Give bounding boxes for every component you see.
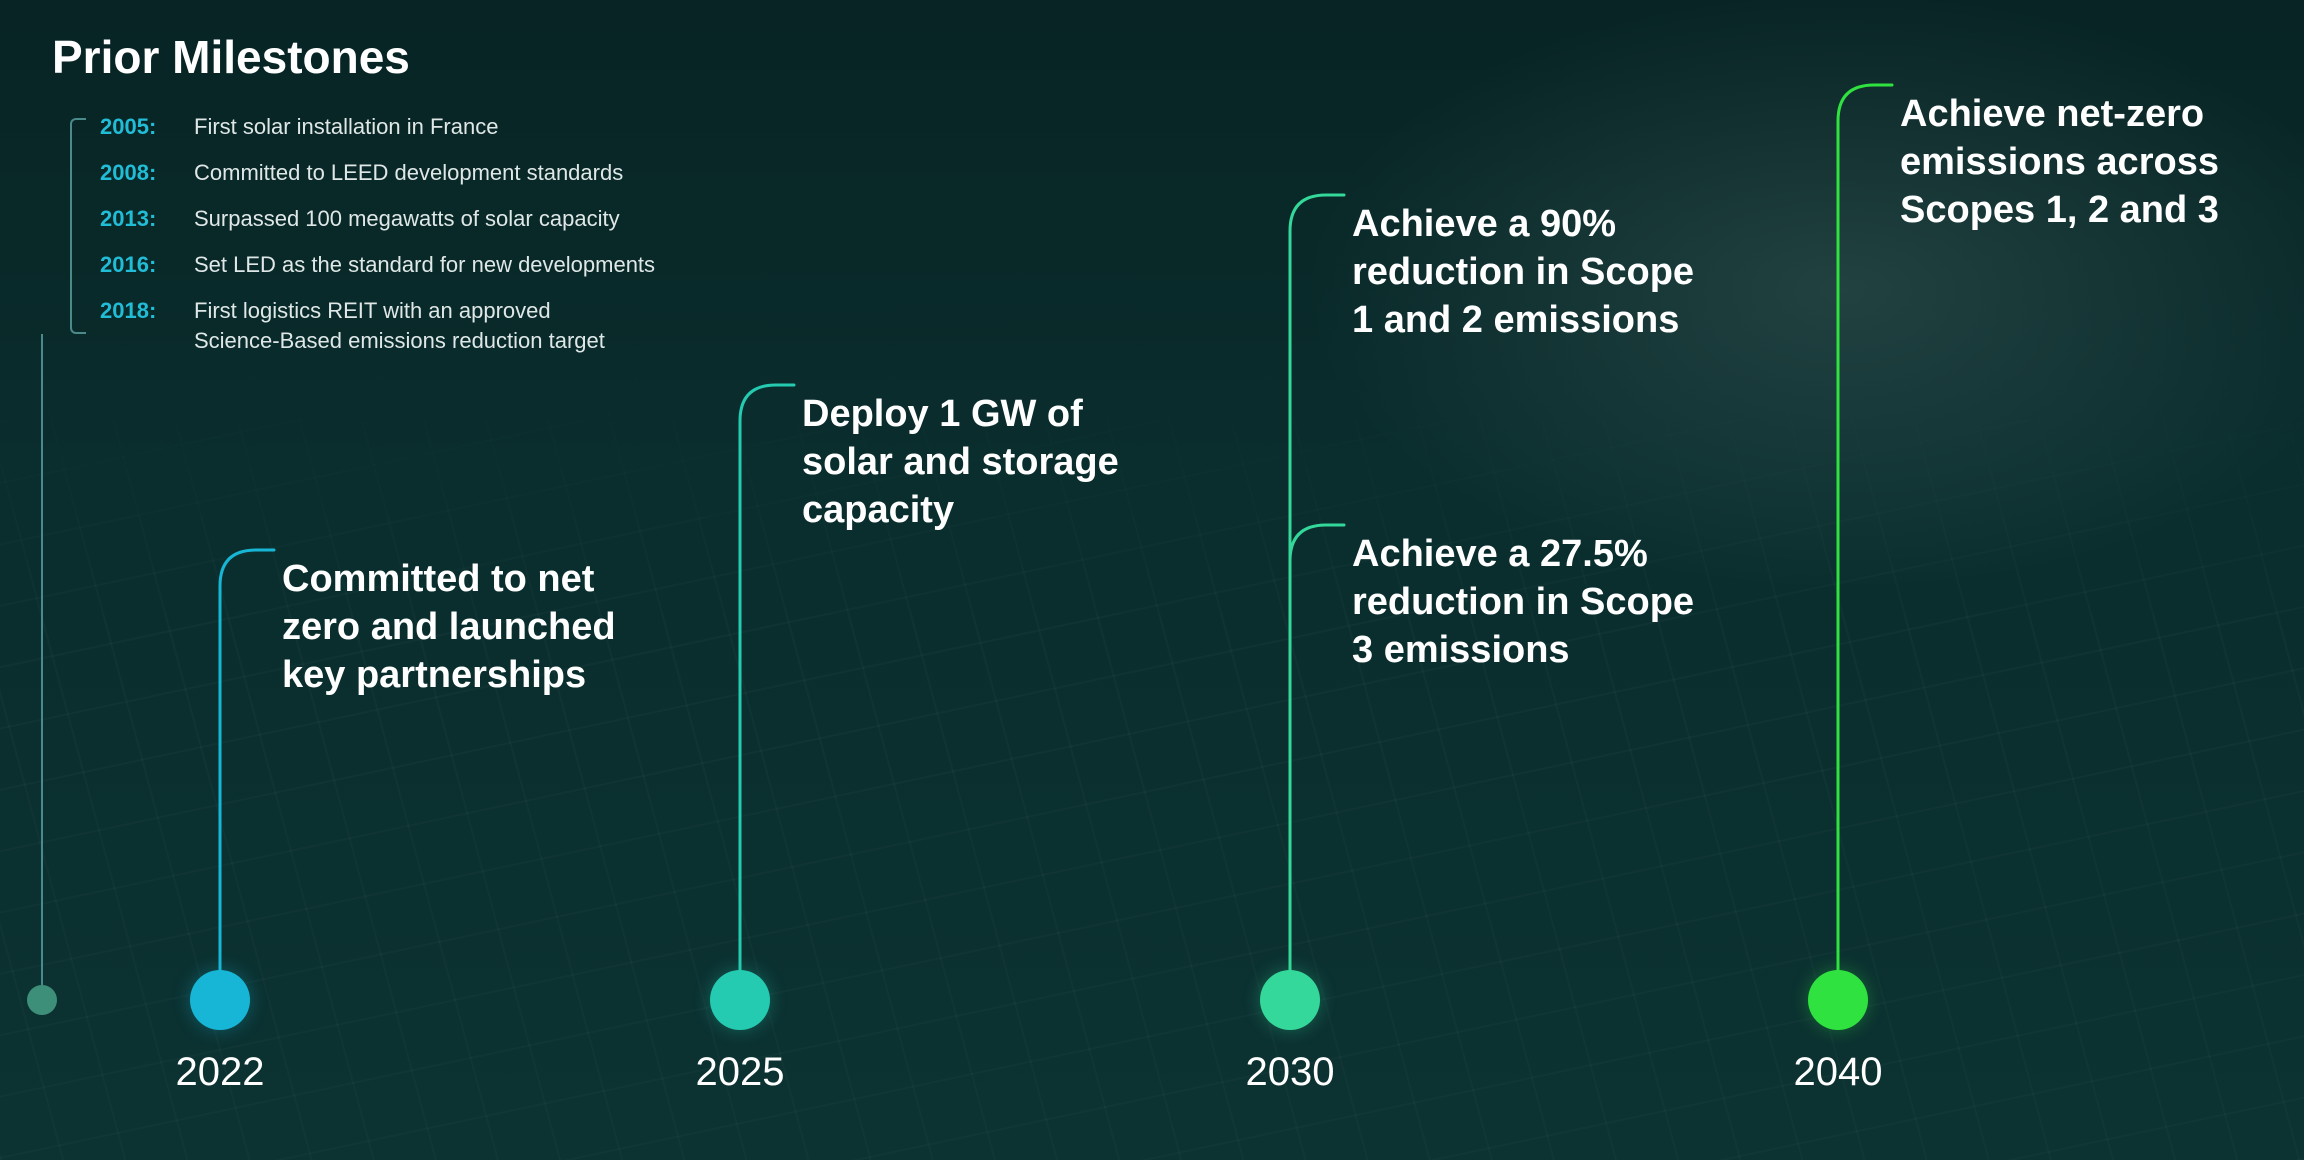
prior-milestone-row: 2016: Set LED as the standard for new dev… [100, 250, 655, 294]
prior-milestone-year: 2016: [100, 252, 180, 278]
prior-milestone-row: 2013: Surpassed 100 megawatts of solar ca… [100, 204, 655, 248]
timeline-dot [190, 970, 250, 1030]
prior-milestone-year: 2013: [100, 206, 180, 232]
prior-milestone-row: 2018: First logistics REIT with an approv… [100, 296, 655, 355]
prior-milestone-row: 2005: First solar installation in France [100, 112, 655, 156]
m-2025: Deploy 1 GW of solar and storage capacit… [802, 390, 1222, 534]
prior-milestones-list: 2005:First solar installation in France2… [100, 112, 655, 357]
timeline-dot [710, 970, 770, 1030]
timeline-year-label: 2022 [176, 1050, 265, 1095]
timeline-dot [1808, 970, 1868, 1030]
prior-milestone-year: 2005: [100, 114, 180, 140]
m-2030a: Achieve a 90% reduction in Scope 1 and 2… [1352, 200, 1792, 344]
prior-milestone-text: Surpassed 100 megawatts of solar capacit… [194, 204, 620, 234]
timeline-dot [1260, 970, 1320, 1030]
m-2040: Achieve net-zero emissions across Scopes… [1900, 90, 2304, 234]
infographic-canvas: Prior Milestones 2005: First solar instal… [0, 0, 2304, 1160]
prior-milestone-text: Set LED as the standard for new developm… [194, 250, 655, 280]
prior-milestone-text: Committed to LEED development standards [194, 158, 623, 188]
prior-milestone-year: 2018: [100, 298, 180, 324]
prior-milestone-text: First solar installation in France [194, 112, 498, 142]
prior-milestone-row: 2008: Committed to LEED development stand… [100, 158, 655, 202]
m-2022: Committed to net zero and launched key p… [282, 555, 682, 699]
timeline-origin-dot [27, 985, 57, 1015]
prior-milestone-year: 2008: [100, 160, 180, 186]
timeline-year-label: 2040 [1794, 1050, 1883, 1095]
m-2030b: Achieve a 27.5% reduction in Scope 3 emi… [1352, 530, 1792, 674]
section-title: Prior Milestones [52, 30, 410, 84]
timeline-year-label: 2025 [696, 1050, 785, 1095]
timeline-year-label: 2030 [1246, 1050, 1335, 1095]
prior-milestone-text: First logistics REIT with an approved Sc… [194, 296, 605, 355]
